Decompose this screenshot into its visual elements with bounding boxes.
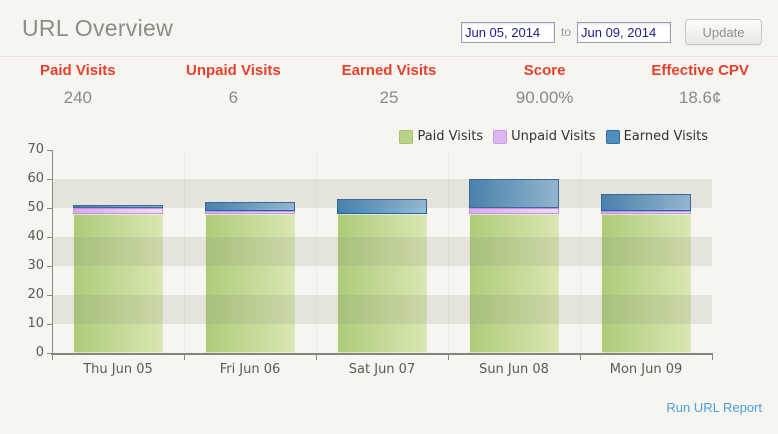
bar-segment-earned-visits[interactable] [337,199,427,214]
bar-segment-unpaid-visits[interactable] [205,210,295,214]
stat-unpaid-visits: Unpaid Visits 6 [156,62,312,108]
x-axis-category-label: Sat Jun 07 [348,362,416,377]
vertical-gridline [448,150,449,353]
y-axis-tickmark [47,353,52,354]
x-axis-tickmark [580,355,581,360]
y-axis-tick-label: 10 [27,316,44,331]
x-axis-category-label: Fri Jun 06 [219,362,281,377]
x-axis-category-label: Sun Jun 08 [479,362,549,377]
bar-segment-unpaid-visits[interactable] [73,208,163,214]
bar-segment-paid-visits[interactable] [337,213,427,353]
stat-label: Paid Visits [40,62,116,79]
stat-value: 25 [379,88,399,107]
y-axis-tick-label: 70 [27,142,44,157]
legend-swatch [399,129,414,144]
x-axis-tickmark [52,355,53,360]
chart-legend: Paid Visits Unpaid Visits Earned Visits [389,129,708,144]
stat-label: Score [523,62,566,79]
bar-segment-unpaid-visits[interactable] [469,208,559,214]
legend-label: Paid Visits [417,129,484,144]
stat-value: 90.00% [515,88,574,107]
legend-label: Unpaid Visits [511,129,596,144]
y-axis-tick-label: 20 [27,287,44,302]
bar-segment-earned-visits[interactable] [601,193,691,211]
stat-label: Unpaid Visits [186,62,281,79]
legend-swatch [605,129,620,144]
y-axis-tickmark [47,266,52,267]
bar-segment-paid-visits[interactable] [73,213,163,353]
stat-score: Score 90.00% [467,62,623,108]
vertical-gridline [316,150,317,353]
y-axis-tickmark [47,237,52,238]
stat-earned-visits: Earned Visits 25 [311,62,467,108]
grid-band [52,179,712,208]
date-from-input[interactable] [460,21,555,43]
stat-effective-cpv: Effective CPV 18.6¢ [622,62,778,108]
x-axis-tickmark [184,355,185,360]
update-button[interactable]: Update [685,19,762,45]
legend-item-paid-visits[interactable]: Paid Visits [399,129,483,144]
x-axis-line [51,353,713,355]
page-title: URL Overview [22,15,173,41]
stats-row: Paid Visits 240 Unpaid Visits 6 Earned V… [0,62,778,108]
y-axis-tick-label: 0 [35,345,44,360]
stat-label: Effective CPV [651,62,749,79]
x-axis-category-label: Thu Jun 05 [83,362,153,377]
bar-segment-paid-visits[interactable] [469,213,559,353]
bar-segment-earned-visits[interactable] [73,205,163,208]
legend-item-unpaid-visits[interactable]: Unpaid Visits [493,129,596,144]
legend-item-earned-visits[interactable]: Earned Visits [605,129,708,144]
y-axis-tickmark [47,208,52,209]
stat-value: 6 [228,88,239,107]
stat-label: Earned Visits [341,62,437,79]
y-axis-tickmark [47,324,52,325]
date-to-input[interactable] [577,21,671,43]
legend-label: Earned Visits [623,129,708,144]
x-axis-tickmark [712,355,713,360]
vertical-gridline [184,150,185,353]
grid-band [52,237,712,266]
y-axis-tick-label: 30 [27,258,44,273]
y-axis-line [52,150,53,353]
bar-segment-earned-visits[interactable] [205,202,295,211]
y-axis-tickmark [47,150,52,151]
x-axis-tickmark [316,355,317,360]
vertical-gridline [580,150,581,353]
y-axis-tickmark [47,295,52,296]
bar-segment-unpaid-visits[interactable] [601,210,691,214]
stat-value: 240 [63,88,92,107]
date-range-controls: to Update [460,19,762,45]
y-axis-tick-label: 40 [27,229,44,244]
y-axis-tickmark [47,179,52,180]
header: URL Overview to Update [0,0,778,57]
x-axis-tickmark [448,355,449,360]
run-url-report-link[interactable]: Run URL Report [666,400,762,415]
legend-swatch [493,129,508,144]
y-axis-tick-label: 60 [27,171,44,186]
stat-value: 18.6¢ [678,88,722,107]
grid-band [52,295,712,324]
bar-segment-earned-visits[interactable] [469,179,559,208]
stacked-bar-chart: Paid Visits Unpaid Visits Earned Visits 0 1… [0,115,778,400]
bar-segment-paid-visits[interactable] [601,213,691,353]
y-axis-tick-label: 50 [27,200,44,215]
date-range-to-label: to [560,25,571,39]
bar-segment-paid-visits[interactable] [205,213,295,353]
stat-paid-visits: Paid Visits 240 [0,62,156,108]
x-axis-category-label: Mon Jun 09 [609,362,683,377]
